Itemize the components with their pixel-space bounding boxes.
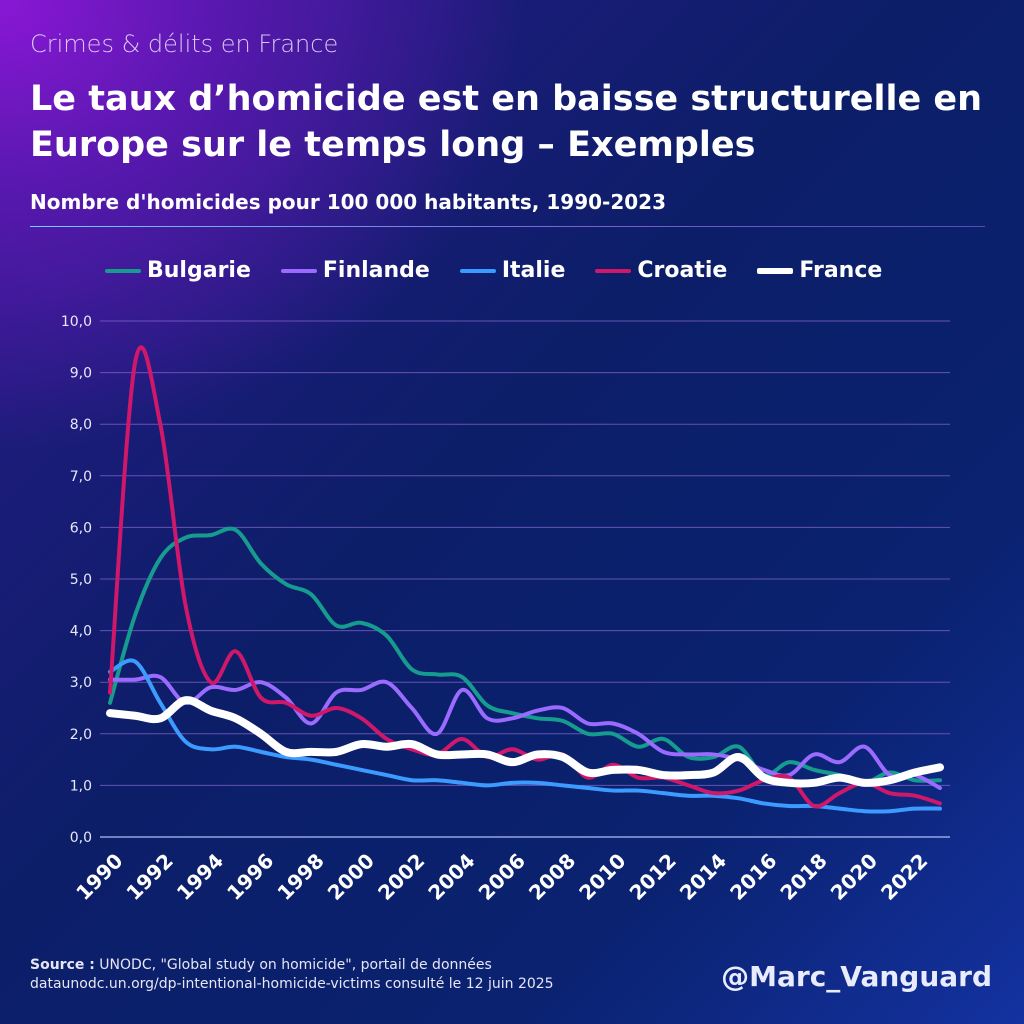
- source-url: dataunodc.un.org/dp-intentional-homicide…: [30, 976, 554, 992]
- x-tick-label: 1994: [172, 849, 228, 905]
- legend-label: Finlande: [322, 258, 430, 283]
- x-tick-label: 2012: [625, 849, 681, 905]
- legend-label: Croatie: [637, 258, 728, 283]
- legend-item-bulgarie: Bulgarie: [105, 258, 251, 283]
- source-note: Source : UNODC, "Global study on homicid…: [30, 956, 554, 994]
- y-tick-label: 1,0: [70, 778, 92, 794]
- chart-subtitle: Nombre d'homicides pour 100 000 habitant…: [30, 190, 666, 214]
- x-tick-label: 2000: [323, 849, 379, 905]
- x-tick-label: 2016: [725, 849, 781, 905]
- legend-swatch: [459, 268, 496, 273]
- x-tick-label: 1996: [222, 849, 278, 905]
- legend-swatch: [595, 268, 632, 273]
- y-tick-label: 2,0: [70, 727, 92, 743]
- y-tick-label: 5,0: [70, 572, 92, 588]
- y-tick-label: 10,0: [61, 314, 92, 330]
- y-tick-label: 6,0: [70, 520, 92, 536]
- x-tick-label: 1990: [71, 849, 127, 905]
- y-tick-label: 7,0: [70, 469, 92, 485]
- series-line-italie: [108, 658, 942, 814]
- legend-label: Italie: [501, 258, 566, 283]
- author-handle: @Marc_Vanguard: [721, 960, 992, 993]
- series-line-finlande: [108, 673, 942, 790]
- y-tick-label: 3,0: [70, 675, 92, 691]
- x-tick-label: 2006: [474, 849, 530, 905]
- legend-item-finlande: Finlande: [280, 258, 430, 283]
- legend-label: Bulgarie: [147, 258, 251, 283]
- legend: Bulgarie Finlande Italie Croatie France: [105, 258, 882, 283]
- legend-swatch: [105, 268, 141, 273]
- x-tick-label: 2014: [675, 849, 731, 905]
- page-title: Le taux d’homicide est en baisse structu…: [30, 79, 983, 165]
- divider: [30, 226, 985, 227]
- y-tick-label: 9,0: [70, 366, 92, 382]
- x-tick-label: 1992: [122, 849, 178, 905]
- x-tick-label: 1998: [272, 849, 328, 905]
- x-tick-label: 2018: [775, 849, 831, 905]
- y-tick-label: 8,0: [70, 417, 92, 433]
- kicker: Crimes & délits en France: [30, 30, 339, 58]
- x-tick-label: 2020: [826, 849, 882, 905]
- x-tick-label: 2008: [524, 849, 580, 905]
- y-tick-label: 0,0: [70, 830, 92, 846]
- x-tick-label: 2002: [373, 849, 429, 905]
- legend-item-france: France: [757, 258, 882, 283]
- series-line-france: [106, 696, 944, 788]
- x-tick-label: 2004: [423, 849, 479, 905]
- y-tick-label: 4,0: [70, 624, 92, 640]
- series-line-croatie: [108, 345, 942, 809]
- x-tick-label: 2022: [876, 849, 932, 905]
- legend-swatch: [757, 267, 794, 274]
- x-tick-label: 2010: [574, 849, 630, 905]
- source-text: UNODC, "Global study on homicide", porta…: [94, 957, 492, 973]
- source-label: Source :: [30, 957, 95, 973]
- legend-label: France: [799, 258, 883, 283]
- legend-item-italie: Italie: [459, 258, 566, 283]
- legend-item-croatie: Croatie: [595, 258, 727, 283]
- legend-swatch: [280, 268, 317, 273]
